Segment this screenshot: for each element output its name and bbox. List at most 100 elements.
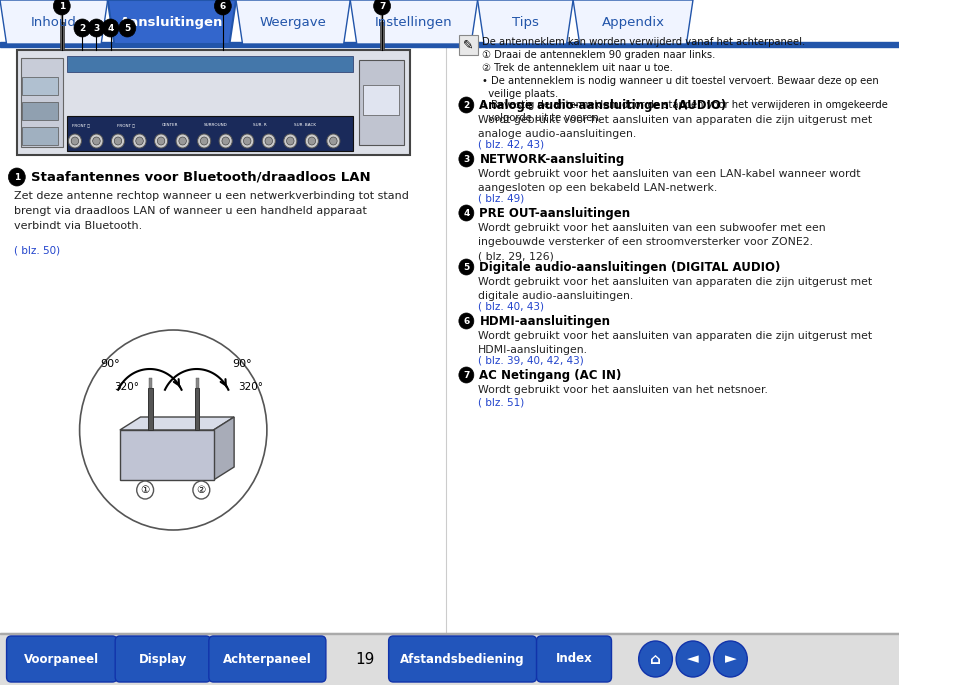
Bar — [195, 388, 200, 430]
Text: 19: 19 — [355, 651, 375, 667]
Bar — [0, 42, 899, 47]
Circle shape — [111, 134, 125, 148]
Text: • Bevestig de antenneklem door de stappen voor het verwijderen in omgekeerde
  v: • Bevestig de antenneklem door de stappe… — [482, 100, 888, 123]
Text: ( blz. 42, 43): ( blz. 42, 43) — [477, 139, 543, 149]
Text: PRE OUT-aansluitingen: PRE OUT-aansluitingen — [479, 206, 631, 219]
Text: 3: 3 — [464, 155, 469, 164]
Bar — [149, 378, 152, 388]
Bar — [22, 77, 58, 95]
Text: ( blz. 49): ( blz. 49) — [477, 193, 524, 203]
Circle shape — [326, 134, 340, 148]
Circle shape — [54, 0, 70, 15]
Text: ►: ► — [725, 651, 736, 667]
Circle shape — [373, 0, 391, 15]
Text: 6: 6 — [464, 316, 469, 325]
Circle shape — [157, 137, 165, 145]
Text: ② Trek de antenneklem uit naar u toe.: ② Trek de antenneklem uit naar u toe. — [482, 63, 673, 73]
Text: Afstandsbediening: Afstandsbediening — [400, 653, 525, 666]
Circle shape — [93, 137, 100, 145]
FancyBboxPatch shape — [7, 636, 117, 682]
Text: Wordt gebruikt voor het aansluiten van apparaten die zijn uitgerust met
digitale: Wordt gebruikt voor het aansluiten van a… — [477, 277, 872, 301]
Circle shape — [459, 367, 474, 383]
Polygon shape — [236, 0, 350, 44]
Circle shape — [119, 19, 135, 37]
Text: ① Draai de antenneklem 90 graden naar links.: ① Draai de antenneklem 90 graden naar li… — [482, 50, 715, 60]
Circle shape — [329, 137, 337, 145]
Text: Aansluitingen: Aansluitingen — [120, 16, 224, 29]
Text: Zet deze antenne rechtop wanneer u een netwerkverbinding tot stand
brengt via dr: Zet deze antenne rechtop wanneer u een n… — [14, 191, 409, 231]
Text: 5: 5 — [464, 262, 469, 271]
Polygon shape — [108, 0, 236, 44]
Bar — [67, 56, 353, 72]
Text: 7: 7 — [463, 371, 469, 379]
Text: ②: ② — [197, 485, 206, 495]
Bar — [60, 14, 62, 22]
Bar — [22, 102, 58, 120]
Circle shape — [198, 134, 210, 148]
Text: 320°: 320° — [238, 382, 263, 392]
Circle shape — [193, 481, 210, 499]
Text: ①: ① — [140, 485, 150, 495]
Text: ( blz. 40, 43): ( blz. 40, 43) — [477, 301, 543, 311]
Text: 2: 2 — [80, 23, 85, 32]
Text: 90°: 90° — [101, 359, 120, 369]
Text: 4: 4 — [108, 23, 113, 32]
Polygon shape — [213, 417, 234, 480]
Text: Instellingen: Instellingen — [375, 16, 453, 29]
Circle shape — [241, 134, 253, 148]
Text: SURROUND: SURROUND — [204, 123, 228, 127]
Circle shape — [459, 205, 474, 221]
Bar — [381, 14, 383, 22]
FancyBboxPatch shape — [115, 636, 210, 682]
Circle shape — [262, 134, 276, 148]
Circle shape — [459, 259, 474, 275]
Bar — [359, 60, 403, 145]
Circle shape — [308, 137, 316, 145]
Circle shape — [305, 134, 319, 148]
Text: Tips: Tips — [512, 16, 539, 29]
Text: Wordt gebruikt voor het aansluiten van een LAN-kabel wanneer wordt
aangesloten o: Wordt gebruikt voor het aansluiten van e… — [477, 169, 860, 193]
Polygon shape — [120, 417, 234, 430]
Text: 1: 1 — [13, 173, 20, 182]
Text: FRONT Ⓡ: FRONT Ⓡ — [116, 123, 134, 127]
Circle shape — [265, 137, 273, 145]
Text: 90°: 90° — [231, 359, 252, 369]
Text: ⌂: ⌂ — [650, 651, 660, 667]
Bar — [0, 633, 899, 634]
Circle shape — [244, 137, 251, 145]
FancyBboxPatch shape — [209, 636, 325, 682]
Text: ✎: ✎ — [463, 38, 473, 51]
Text: Appendix: Appendix — [602, 16, 664, 29]
Circle shape — [286, 137, 294, 145]
Polygon shape — [350, 0, 477, 44]
Bar — [196, 378, 199, 388]
Polygon shape — [477, 0, 573, 44]
Text: Voorpaneel: Voorpaneel — [24, 653, 100, 666]
Circle shape — [222, 137, 229, 145]
Circle shape — [179, 137, 186, 145]
Text: ( blz. 39, 40, 42, 43): ( blz. 39, 40, 42, 43) — [477, 355, 584, 365]
Text: SUR. BACK: SUR. BACK — [295, 123, 316, 127]
Text: Wordt gebruikt voor het aansluiten van het netsnoer.: Wordt gebruikt voor het aansluiten van h… — [477, 385, 767, 395]
Circle shape — [74, 19, 91, 37]
Bar — [17, 50, 410, 155]
Bar — [363, 85, 399, 115]
Text: Weergave: Weergave — [259, 16, 326, 29]
Text: 7: 7 — [379, 1, 385, 10]
Circle shape — [459, 313, 474, 329]
Bar — [20, 58, 62, 147]
Text: 2: 2 — [464, 101, 469, 110]
Text: CENTER: CENTER — [162, 123, 179, 127]
Text: • De antenneklem is nodig wanneer u dit toestel vervoert. Bewaar deze op een
  v: • De antenneklem is nodig wanneer u dit … — [482, 76, 879, 99]
Text: NETWORK-aansluiting: NETWORK-aansluiting — [479, 153, 625, 166]
Text: Achterpaneel: Achterpaneel — [223, 653, 312, 666]
Circle shape — [155, 134, 168, 148]
Circle shape — [136, 481, 154, 499]
Text: HDMI-aansluitingen: HDMI-aansluitingen — [479, 314, 611, 327]
Circle shape — [284, 134, 297, 148]
Circle shape — [102, 19, 119, 37]
Polygon shape — [573, 0, 693, 44]
Circle shape — [80, 330, 267, 530]
Circle shape — [214, 0, 231, 15]
Polygon shape — [0, 0, 108, 44]
